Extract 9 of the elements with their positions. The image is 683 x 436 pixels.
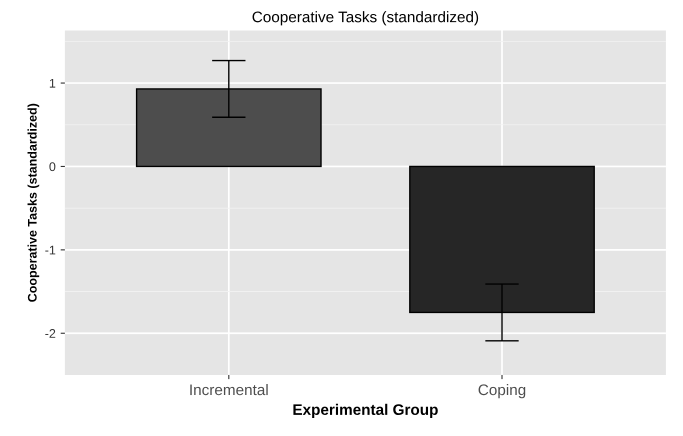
y-tick-label: 0: [49, 162, 56, 172]
x-tick-label: Incremental: [190, 384, 268, 396]
y-tick-label: -2: [45, 329, 56, 338]
y-axis-title: Cooperative Tasks (standardized): [28, 104, 40, 302]
y-tick-label: -1: [45, 246, 56, 254]
x-tick-label: Coping: [478, 384, 526, 398]
x-axis-title: Experimental Group: [293, 404, 438, 418]
y-tick-label: 1: [50, 78, 56, 88]
chart-title: Cooperative Tasks (standardized): [252, 11, 478, 26]
